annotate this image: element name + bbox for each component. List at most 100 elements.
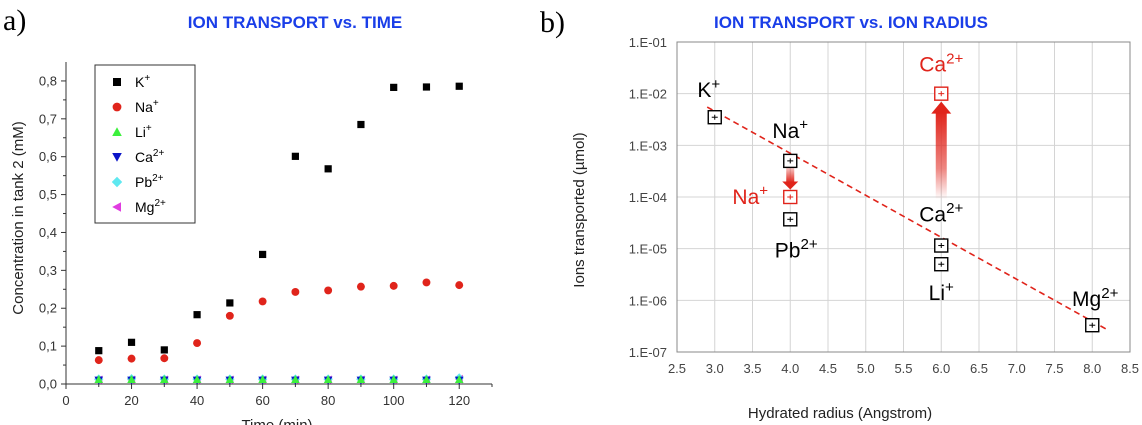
data-point-na bbox=[225, 311, 234, 320]
panel-b-title: ION TRANSPORT vs. ION RADIUS bbox=[714, 13, 988, 32]
data-point-k bbox=[259, 250, 267, 259]
y-tick-label: 0,2 bbox=[39, 301, 57, 316]
data-point-na bbox=[160, 354, 169, 363]
plot-frame bbox=[676, 41, 1131, 353]
na-shift-arrow-shaft bbox=[786, 165, 795, 183]
panel-a-title: ION TRANSPORT vs. TIME bbox=[188, 13, 402, 32]
data-point-na bbox=[193, 339, 202, 348]
legend-marker-pb bbox=[111, 176, 123, 188]
data-point-na bbox=[455, 281, 464, 290]
ion-label-pb: Pb2+ bbox=[775, 236, 818, 262]
data-point-k bbox=[291, 152, 299, 160]
x-tick-label: 60 bbox=[255, 393, 269, 408]
ca-shift-arrow-shaft bbox=[935, 111, 947, 200]
radius-chart: Ions transported (µmol) Hydrated radius … bbox=[571, 35, 1139, 422]
y-tick-label: 0,7 bbox=[39, 111, 57, 126]
legend-label-na: Na+ bbox=[135, 98, 159, 115]
legend-marker-mg bbox=[112, 202, 121, 212]
x-tick-label: 6.0 bbox=[932, 361, 950, 376]
legend-marker-ca bbox=[112, 153, 122, 162]
y-tick-label: 0,0 bbox=[39, 377, 57, 392]
legend-marker-k bbox=[113, 78, 121, 86]
ion-label-ca: Ca2+ bbox=[919, 200, 963, 226]
data-point-li bbox=[389, 375, 399, 384]
data-point-li bbox=[323, 375, 333, 384]
y-tick-label: 1.E-02 bbox=[629, 87, 667, 102]
data-point-k bbox=[390, 83, 398, 91]
x-tick-label: 4.0 bbox=[781, 361, 799, 376]
y-tick-label: 0,5 bbox=[39, 187, 57, 202]
data-point-li bbox=[422, 375, 431, 384]
x-tick-label: 7.5 bbox=[1045, 361, 1063, 376]
legend-marker-na bbox=[112, 102, 122, 112]
data-point-na bbox=[356, 282, 365, 291]
legend-label-k: K+ bbox=[135, 73, 150, 90]
y-tick-label: 0,6 bbox=[39, 149, 57, 164]
x-tick-label: 4.5 bbox=[819, 361, 837, 376]
data-point-li bbox=[159, 375, 169, 384]
x-tick-label: 40 bbox=[190, 393, 204, 408]
panel-a-letter: a) bbox=[3, 4, 26, 37]
data-point-na bbox=[389, 281, 398, 290]
data-point-k bbox=[357, 120, 365, 129]
data-point-li bbox=[127, 375, 136, 384]
ion-label-na: Na+ bbox=[772, 116, 808, 142]
x-tick-label: 8.0 bbox=[1083, 361, 1101, 376]
data-point-na bbox=[291, 287, 300, 296]
data-point-k bbox=[160, 346, 168, 354]
ion-label-mg: Mg2+ bbox=[1072, 285, 1119, 311]
data-point-li bbox=[192, 375, 202, 384]
data-point-li bbox=[291, 375, 300, 384]
ion-label-ca: Ca2+ bbox=[919, 50, 963, 76]
x-tick-label: 120 bbox=[448, 393, 470, 408]
x-tick-label: 80 bbox=[321, 393, 335, 408]
panel-b-letter: b) bbox=[540, 6, 565, 39]
data-point-k bbox=[455, 82, 463, 90]
x-tick-label: 5.0 bbox=[857, 361, 875, 376]
data-point-na bbox=[258, 297, 267, 306]
data-point-k bbox=[422, 83, 431, 91]
x-tick-label: 20 bbox=[124, 393, 138, 408]
panel-a-xlabel: Time (min) bbox=[241, 417, 312, 425]
data-point-na bbox=[127, 354, 136, 363]
legend-label-li: Li+ bbox=[135, 123, 152, 140]
y-tick-label: 1.E-07 bbox=[629, 345, 667, 360]
data-point-li bbox=[94, 375, 104, 384]
ion-label-li: Li+ bbox=[929, 279, 954, 305]
data-point-li bbox=[454, 375, 464, 384]
trendline bbox=[706, 106, 1108, 331]
x-tick-label: 8.5 bbox=[1121, 361, 1139, 376]
ion-label-k: K+ bbox=[697, 76, 720, 102]
x-tick-label: 5.5 bbox=[894, 361, 912, 376]
y-tick-label: 0,8 bbox=[39, 73, 57, 88]
data-point-k bbox=[324, 165, 332, 173]
y-tick-label: 1.E-01 bbox=[629, 35, 667, 50]
ion-label-na: Na+ bbox=[732, 183, 768, 209]
x-tick-label: 3.0 bbox=[706, 361, 724, 376]
legend-marker-li bbox=[112, 127, 122, 136]
y-tick-label: 1.E-03 bbox=[629, 138, 667, 153]
time-chart: Concentration in tank 2 (mM) Time (min) … bbox=[10, 62, 493, 425]
legend-label-pb: Pb2+ bbox=[135, 173, 164, 190]
x-tick-label: 6.5 bbox=[970, 361, 988, 376]
data-point-k bbox=[226, 299, 234, 307]
data-point-k bbox=[193, 311, 201, 319]
panel-b-ylabel: Ions transported (µmol) bbox=[571, 132, 588, 287]
data-point-na bbox=[94, 356, 103, 365]
y-tick-label: 1.E-04 bbox=[629, 190, 667, 205]
x-tick-label: 100 bbox=[383, 393, 405, 408]
legend-label-ca: Ca2+ bbox=[135, 148, 164, 165]
na-shift-arrow-head bbox=[782, 181, 799, 190]
x-tick-label: 7.0 bbox=[1008, 361, 1026, 376]
data-point-li bbox=[258, 375, 267, 384]
legend-label-mg: Mg2+ bbox=[135, 198, 166, 215]
data-point-li bbox=[356, 375, 366, 384]
x-tick-label: 3.5 bbox=[743, 361, 761, 376]
x-tick-label: 2.5 bbox=[668, 361, 686, 376]
y-tick-label: 1.E-05 bbox=[629, 242, 667, 257]
legend-box bbox=[94, 64, 196, 224]
data-point-k bbox=[95, 347, 103, 355]
panel-b-xlabel: Hydrated radius (Angstrom) bbox=[748, 405, 932, 422]
x-tick-label: 0 bbox=[62, 393, 69, 408]
